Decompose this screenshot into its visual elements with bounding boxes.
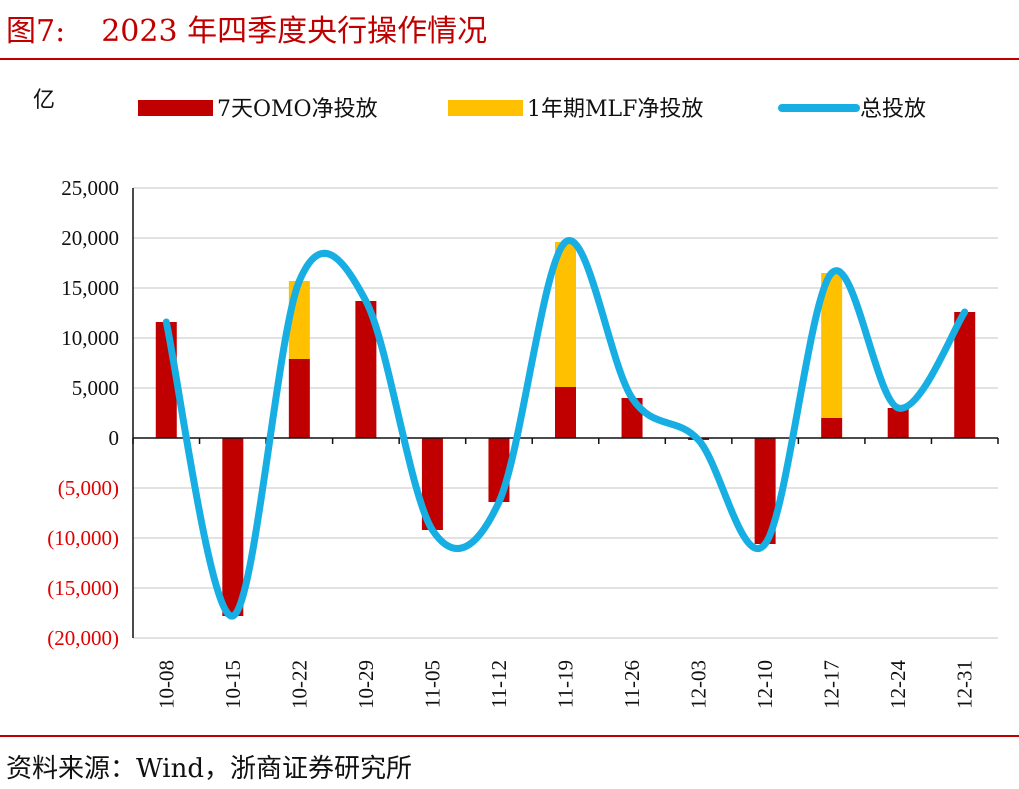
y-tick-label: (5,000) [58, 476, 119, 500]
y-tick-label: 5,000 [72, 376, 119, 400]
figure-title: 图7: 2023 年四季度央行操作情况 [6, 6, 487, 50]
y-tick-label: (10,000) [47, 526, 119, 550]
x-tick-label: 11-05 [420, 660, 444, 708]
source-note: 资料来源：Wind，浙商证券研究所 [6, 754, 412, 784]
y-tick-label: 0 [109, 426, 120, 450]
mlf-bar [555, 242, 576, 387]
legend-swatch-mlf [448, 100, 523, 116]
x-tick-label: 11-12 [487, 660, 511, 708]
x-tick-label: 10-15 [221, 660, 245, 709]
legend-label-omo: 7天OMO净投放 [217, 97, 378, 122]
omo-bar [421, 438, 443, 530]
y-tick-label: 25,000 [61, 176, 119, 200]
y-tick-label: (15,000) [47, 576, 119, 600]
omo-bar [821, 418, 843, 438]
omo-bar [954, 312, 976, 438]
x-tick-label: 11-26 [620, 660, 644, 708]
y-tick-label: 15,000 [61, 276, 119, 300]
omo-bar [754, 438, 776, 544]
x-tick-label: 10-08 [154, 660, 178, 709]
y-tick-label: 10,000 [61, 326, 119, 350]
omo-bar [355, 301, 377, 438]
legend-label-mlf: 1年期MLF净投放 [527, 97, 703, 122]
y-tick-label: 20,000 [61, 226, 119, 250]
x-tick-label: 12-31 [953, 660, 977, 709]
total-line [162, 237, 969, 620]
omo-bar [288, 359, 310, 438]
figure-label: 图7: [6, 14, 66, 49]
x-tick-label: 11-19 [554, 660, 578, 708]
title-divider [0, 58, 1019, 60]
footer-divider [0, 735, 1019, 737]
mlf-bar [821, 273, 843, 418]
omo-bar [887, 408, 909, 438]
x-tick-label: 12-10 [753, 660, 777, 709]
y-axis-unit-label: 亿 [33, 88, 55, 113]
x-tick-label: 12-24 [886, 660, 910, 709]
omo-bar [222, 438, 244, 616]
x-tick-label: 10-29 [354, 660, 378, 709]
x-tick-label: 12-17 [820, 660, 844, 709]
x-tick-label: 10-22 [287, 660, 311, 709]
stacked-bar-line-chart: 25,000 20,000 15,000 10,000 5,000 0 (5,000) (10… [33, 88, 999, 709]
x-tick-label: 12-03 [687, 660, 711, 709]
legend-label-total: 总投放 [860, 97, 926, 122]
legend-swatch-omo [138, 100, 213, 116]
omo-bar [555, 387, 576, 438]
y-tick-label: (20,000) [47, 626, 119, 650]
figure-title-text: 2023 年四季度央行操作情况 [101, 14, 488, 49]
